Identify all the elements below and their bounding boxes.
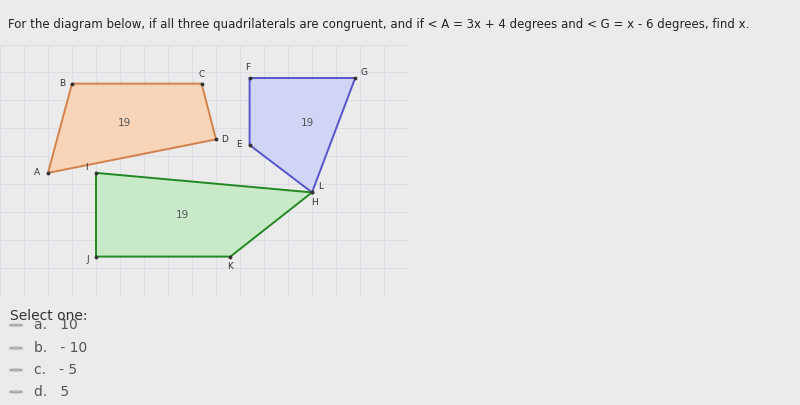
Text: C: C (198, 70, 205, 79)
Text: 19: 19 (118, 118, 131, 128)
Polygon shape (250, 78, 355, 192)
Text: a.   10: a. 10 (34, 318, 78, 332)
Text: J: J (86, 255, 89, 264)
Polygon shape (48, 83, 216, 173)
Text: F: F (245, 64, 250, 72)
Text: H: H (311, 198, 318, 207)
Text: L: L (318, 182, 323, 191)
Polygon shape (96, 173, 312, 257)
Text: D: D (222, 135, 228, 144)
Text: B: B (59, 79, 66, 88)
Text: b.   - 10: b. - 10 (34, 341, 88, 355)
Text: A: A (34, 168, 41, 177)
Text: d.   5: d. 5 (34, 385, 70, 399)
Text: G: G (360, 68, 367, 77)
Text: 19: 19 (176, 210, 189, 220)
Text: I: I (85, 163, 88, 172)
Text: K: K (227, 262, 234, 271)
Text: E: E (236, 141, 242, 149)
Text: Select one:: Select one: (10, 309, 87, 323)
Text: 19: 19 (301, 118, 314, 128)
Text: For the diagram below, if all three quadrilaterals are congruent, and if < A = 3: For the diagram below, if all three quad… (8, 18, 750, 31)
Text: c.   - 5: c. - 5 (34, 363, 78, 377)
